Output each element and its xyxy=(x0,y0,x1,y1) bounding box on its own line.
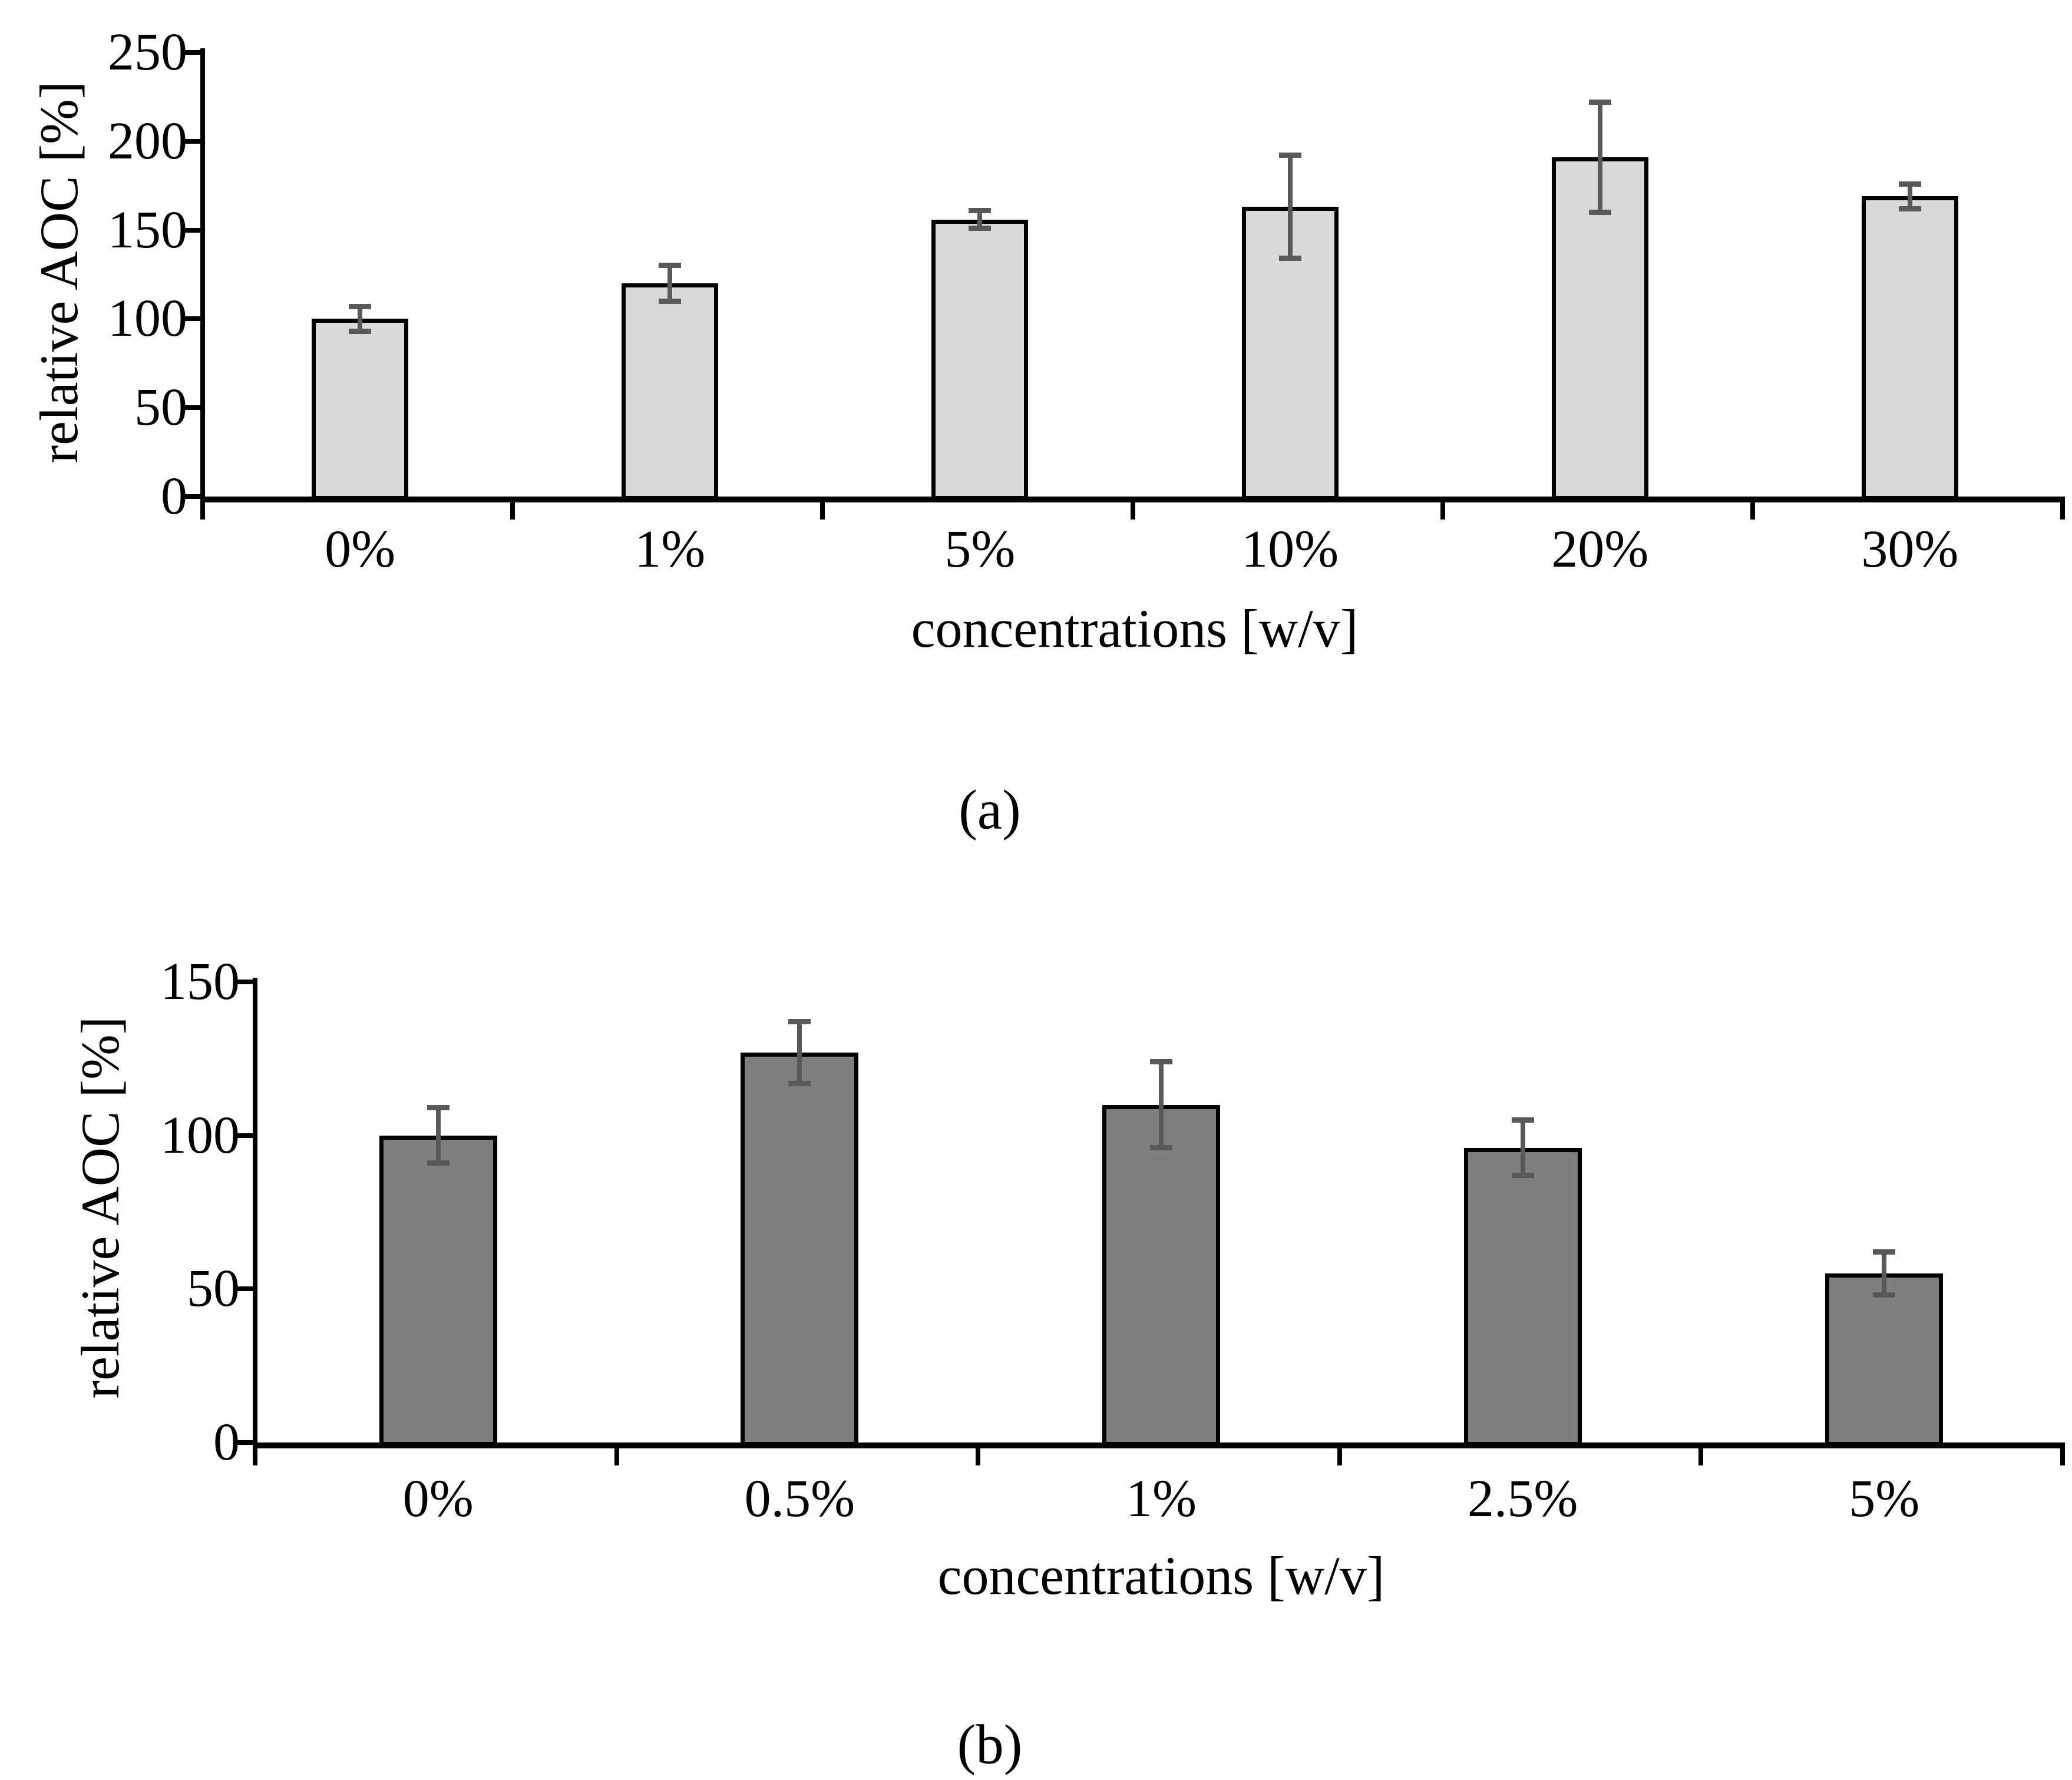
x-tick xyxy=(1440,502,1445,520)
error-bar-line xyxy=(1907,184,1912,209)
x-tick xyxy=(510,502,515,520)
x-category-label: 2.5% xyxy=(1467,1470,1578,1528)
error-bar-cap xyxy=(1873,1292,1896,1298)
x-axis-line xyxy=(253,1442,2065,1448)
error-bar-cap xyxy=(969,226,992,231)
error-bar-cap xyxy=(1588,209,1611,215)
error-bar-cap xyxy=(659,263,682,269)
y-tick xyxy=(236,980,253,984)
error-bar-line xyxy=(358,306,363,332)
y-tick-label: 100 xyxy=(160,1106,240,1164)
error-bar-cap xyxy=(349,329,372,334)
error-bar-line xyxy=(1159,1061,1164,1148)
y-tick xyxy=(236,1133,253,1138)
error-bar-cap xyxy=(969,207,992,213)
error-bar-cap xyxy=(1278,256,1301,262)
y-tick-label: 50 xyxy=(134,378,187,437)
error-bar-cap xyxy=(1150,1145,1172,1151)
y-tick-label: 100 xyxy=(108,289,187,348)
x-tick xyxy=(820,502,825,520)
x-category-label: 0% xyxy=(325,520,396,578)
error-bar-cap xyxy=(1511,1172,1534,1178)
y-tick-label: 150 xyxy=(108,200,187,259)
y-tick-label: 0 xyxy=(213,1413,240,1471)
error-bar-line xyxy=(1520,1120,1525,1176)
x-category-label: 5% xyxy=(1849,1470,1920,1528)
error-bar-line xyxy=(977,210,983,229)
x-tick xyxy=(1337,1448,1342,1465)
error-bar-cap xyxy=(1278,153,1301,158)
x-tick xyxy=(1750,502,1755,520)
error-bar-cap xyxy=(427,1105,450,1111)
x-category-label: 1% xyxy=(1126,1470,1197,1528)
y-tick xyxy=(184,227,200,233)
x-axis-label-a: concentrations [w/v] xyxy=(911,598,1359,659)
bar xyxy=(931,219,1029,500)
y-tick-label: 150 xyxy=(160,952,240,1011)
bar xyxy=(379,1135,497,1446)
bar xyxy=(741,1052,859,1446)
error-bar-line xyxy=(435,1107,441,1163)
x-tick xyxy=(200,502,205,520)
error-bar-cap xyxy=(788,1080,811,1086)
y-tick xyxy=(184,138,200,144)
y-tick-label: 200 xyxy=(108,111,187,170)
y-tick xyxy=(184,494,200,499)
x-tick xyxy=(976,1448,981,1465)
error-bar-cap xyxy=(1511,1117,1534,1123)
error-bar-line xyxy=(797,1021,802,1084)
y-tick xyxy=(184,316,200,322)
error-bar-cap xyxy=(1898,206,1921,211)
bar xyxy=(1861,196,1958,500)
x-category-label: 1% xyxy=(635,520,706,578)
error-bar-cap xyxy=(1873,1249,1896,1255)
caption-b: (b) xyxy=(957,1713,1023,1776)
x-axis-label-b: concentrations [w/v] xyxy=(937,1546,1385,1606)
error-bar-line xyxy=(1882,1252,1887,1295)
error-bar-cap xyxy=(1588,99,1611,105)
error-bar-cap xyxy=(659,298,682,304)
x-tick xyxy=(1130,502,1135,520)
y-tick-label: 50 xyxy=(187,1259,240,1318)
error-bar-line xyxy=(1597,102,1602,213)
x-axis-line xyxy=(200,497,2065,502)
error-bar-cap xyxy=(788,1019,811,1025)
y-tick-label: 250 xyxy=(108,23,187,81)
bar xyxy=(1102,1104,1220,1446)
y-tick xyxy=(184,50,200,55)
x-tick xyxy=(2060,1448,2065,1465)
y-tick-label: 0 xyxy=(161,467,187,525)
y-axis-line xyxy=(253,978,257,1448)
y-tick xyxy=(184,405,200,411)
x-category-label: 10% xyxy=(1241,520,1339,578)
x-category-label: 0.5% xyxy=(744,1470,855,1528)
x-category-label: 20% xyxy=(1551,520,1649,578)
error-bar-line xyxy=(667,265,673,302)
x-tick xyxy=(2060,502,2065,520)
bar xyxy=(312,319,409,500)
x-category-label: 0% xyxy=(402,1470,474,1528)
error-bar-cap xyxy=(1150,1059,1172,1065)
error-bar-cap xyxy=(1898,181,1921,187)
x-tick xyxy=(253,1448,257,1465)
error-bar-cap xyxy=(349,303,372,309)
x-category-label: 30% xyxy=(1861,520,1959,578)
caption-a: (a) xyxy=(959,778,1021,841)
x-category-label: 5% xyxy=(944,520,1016,578)
bar xyxy=(1825,1273,1944,1446)
x-tick xyxy=(614,1448,619,1465)
error-bar-line xyxy=(1287,155,1293,259)
y-tick xyxy=(236,1286,253,1292)
error-bar-cap xyxy=(427,1160,450,1166)
y-axis-line xyxy=(200,48,205,502)
x-tick xyxy=(1698,1448,1704,1465)
y-tick xyxy=(236,1440,253,1445)
bar xyxy=(1463,1147,1582,1446)
